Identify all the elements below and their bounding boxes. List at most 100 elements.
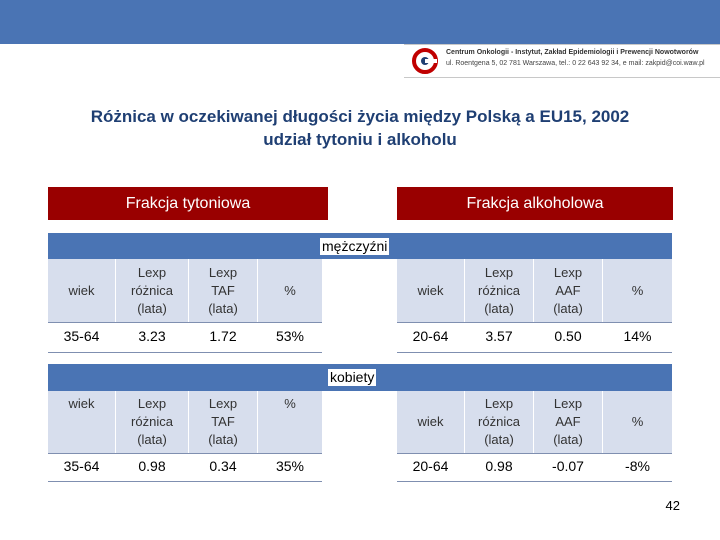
women-alcohol-value-cell: 0.98 — [485, 458, 513, 474]
men-tobacco-header-cell: wiek — [48, 259, 115, 322]
men-alcohol-header-line: Lexp — [484, 264, 514, 280]
men-tobacco-header-line: (lata) — [137, 300, 167, 316]
men-tobacco-header-cell: Lexp TAF (lata) — [189, 259, 257, 322]
men-alcohol-value-cell: 3.57 — [485, 328, 513, 344]
men-alcohol-header-cell-bg — [603, 259, 672, 322]
women-tobacco-header-line: wiek — [68, 396, 95, 411]
tobacco-fraction-header: Frakcja tytoniowa — [48, 187, 328, 220]
women-tobacco-header-cell-bg — [258, 391, 322, 453]
women-alcohol-header-cell-bg — [603, 391, 672, 453]
men-alcohol-header-divider — [397, 322, 672, 323]
men-tobacco-header-cell-bg — [258, 259, 322, 322]
men-tobacco-header-line: wiek — [68, 282, 95, 298]
women-alcohol-bottom-divider — [397, 481, 672, 482]
women-alcohol-header-cell-bg — [397, 391, 464, 453]
men-tobacco-header-line: (lata) — [208, 300, 238, 316]
women-alcohol-value-cell: -0.07 — [552, 458, 584, 474]
men-alcohol-bottom-divider — [397, 352, 672, 353]
women-alcohol-header-cell: % — [603, 391, 672, 453]
men-alcohol-header-line: (lata) — [553, 300, 583, 316]
men-tobacco-value-cell: 53% — [275, 328, 305, 344]
women-tobacco-header-cell: % — [258, 391, 322, 453]
men-alcohol-header-cell: Lexp różnica (lata) — [465, 259, 533, 322]
women-alcohol-header-line: (lata) — [553, 432, 583, 447]
men-alcohol-header-line: % — [631, 282, 644, 298]
women-alcohol-header-cell: wiek — [397, 391, 464, 453]
men-alcohol-header-line: (lata) — [484, 300, 514, 316]
men-tobacco-header-line: Lexp — [208, 264, 238, 280]
women-tobacco-value-cell: 0.98 — [138, 458, 166, 474]
women-tobacco-header-line: TAF — [211, 414, 235, 429]
women-alcohol-value-cell: 20-64 — [412, 458, 449, 474]
women-tobacco-header-cell-bg — [116, 391, 188, 453]
men-alcohol-value-cell: 20-64 — [412, 328, 449, 344]
alcohol-fraction-label: Frakcja alkoholowa — [466, 195, 604, 212]
women-tobacco-header-line: Lexp — [137, 396, 167, 411]
institute-address: ul. Roentgena 5, 02 781 Warszawa, tel.: … — [446, 60, 705, 67]
women-alcohol-header-cell: Lexp AAF (lata) — [534, 391, 602, 453]
men-alcohol-header-line: wiek — [417, 282, 444, 298]
women-tobacco-header-cell: Lexp różnica (lata) — [116, 391, 188, 453]
women-alcohol-header-line: różnica — [478, 414, 520, 429]
men-tobacco-header-line: Lexp — [137, 264, 167, 280]
men-tobacco-value-cell: 1.72 — [209, 328, 237, 344]
slide-title-line1: Różnica w oczekiwanej długości życia mię… — [90, 107, 630, 126]
institute-name: Centrum Onkologii - Instytut, Zakład Epi… — [446, 49, 699, 56]
men-tobacco-value-cell: 3.23 — [138, 328, 166, 344]
men-tobacco-header-divider — [48, 322, 322, 323]
men-alcohol-header-line: różnica — [478, 282, 520, 298]
men-label: mężczyźni — [320, 238, 390, 255]
women-tobacco-header-line: % — [284, 396, 296, 411]
men-alcohol-header-cell-bg — [397, 259, 464, 322]
women-tobacco-value-cell: 0.34 — [209, 458, 237, 474]
men-tobacco-value-cell: 35-64 — [63, 328, 100, 344]
women-alcohol-header-line: Lexp — [484, 396, 514, 411]
institute-logo-strip: Centrum Onkologii - Instytut, Zakład Epi… — [404, 44, 720, 78]
women-tobacco-value-cell: 35% — [275, 458, 305, 474]
men-tobacco-bottom-divider — [48, 352, 322, 353]
men-alcohol-header-cell: % — [603, 259, 672, 322]
men-tobacco-header-cell: % — [258, 259, 322, 322]
men-alcohol-header-line: AAF — [555, 282, 581, 298]
women-alcohol-header-divider — [397, 453, 672, 454]
women-alcohol-header-line: AAF — [555, 414, 581, 429]
men-tobacco-header-line: różnica — [131, 282, 173, 298]
women-alcohol-header-line: wiek — [417, 414, 444, 429]
tobacco-fraction-label: Frakcja tytoniowa — [125, 195, 251, 212]
women-tobacco-header-line: (lata) — [137, 432, 167, 447]
women-label: kobiety — [328, 369, 377, 386]
slide-title-line2: udział tytoniu i alkoholu — [263, 130, 457, 149]
alcohol-fraction-header: Frakcja alkoholowa — [397, 187, 673, 220]
women-alcohol-header-cell: Lexp różnica (lata) — [465, 391, 533, 453]
men-alcohol-header-cell-bg — [534, 259, 602, 322]
women-alcohol-header-line: Lexp — [553, 396, 583, 411]
men-tobacco-header-cell-bg — [116, 259, 188, 322]
men-tobacco-header-line: TAF — [211, 282, 235, 298]
institute-logo-icon — [412, 48, 438, 74]
women-alcohol-header-line: % — [631, 414, 644, 429]
men-alcohol-value-cell: 0.50 — [554, 328, 582, 344]
women-alcohol-header-cell-bg — [534, 391, 602, 453]
women-tobacco-header-line: różnica — [131, 414, 173, 429]
men-alcohol-header-line: Lexp — [553, 264, 583, 280]
women-tobacco-header-cell: Lexp TAF (lata) — [189, 391, 257, 453]
men-tobacco-header-line: % — [284, 282, 296, 298]
women-tobacco-header-cell-bg — [189, 391, 257, 453]
men-alcohol-value-cell: 14% — [623, 328, 652, 344]
men-tobacco-header-cell-bg — [189, 259, 257, 322]
women-tobacco-header-cell: wiek — [48, 391, 115, 453]
women-alcohol-header-cell-bg — [465, 391, 533, 453]
women-alcohol-value-cell: -8% — [625, 458, 650, 474]
men-tobacco-header-cell: Lexp różnica (lata) — [116, 259, 188, 322]
top-banner — [0, 0, 720, 44]
women-tobacco-header-divider — [48, 453, 322, 454]
women-tobacco-header-line: (lata) — [208, 432, 238, 447]
page-number: 42 — [665, 498, 680, 513]
men-alcohol-header-cell: Lexp AAF (lata) — [534, 259, 602, 322]
men-alcohol-header-cell-bg — [465, 259, 533, 322]
women-tobacco-value-cell: 35-64 — [63, 458, 100, 474]
women-tobacco-bottom-divider — [48, 481, 322, 482]
women-tobacco-header-line: Lexp — [208, 396, 238, 411]
men-tobacco-header-cell-bg — [48, 259, 115, 322]
women-alcohol-header-line: (lata) — [484, 432, 514, 447]
